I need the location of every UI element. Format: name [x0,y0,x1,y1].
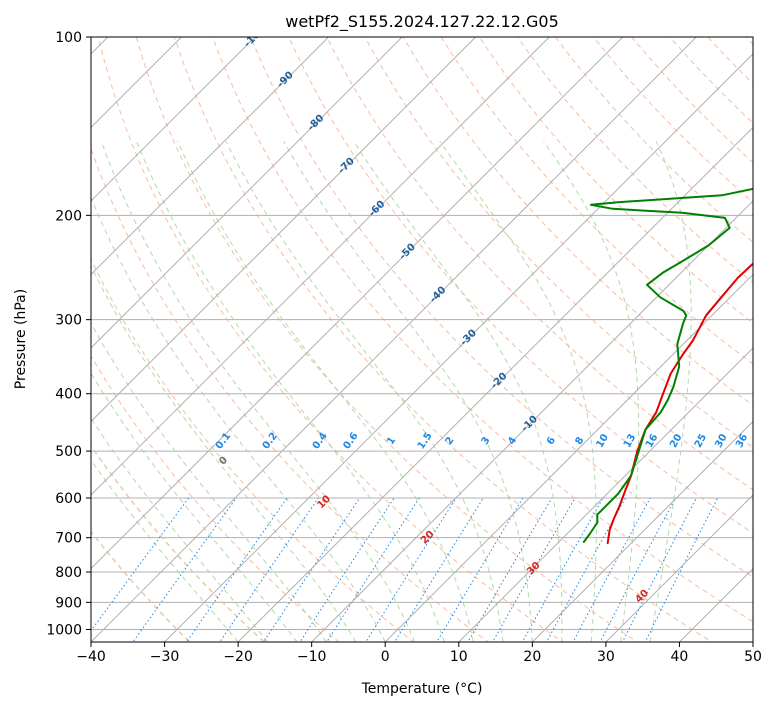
dry-adiabat [326,37,753,491]
mixing-ratio-label: 1 [385,435,398,447]
dry-adiabats [91,37,753,642]
mixing-ratio-line [365,497,457,642]
y-tick-label: 200 [55,208,82,224]
y-tick-label: 400 [55,387,82,403]
x-tick-label: 30 [597,649,615,665]
moist-adiabats [91,141,692,642]
mixing-ratio-line [326,497,420,642]
isotherm [91,37,256,202]
dry-adiabat [592,37,753,203]
mixing-ratio-line [219,497,319,642]
moist-adiabat [91,196,386,642]
y-tick-label: 500 [55,444,82,460]
dry-adiabat [554,37,753,243]
dry-adiabat [91,530,191,642]
moist-adiabat [225,141,504,642]
mixing-ratio-label: 4 [506,435,519,447]
mixing-ratio-line [599,497,676,642]
mixing-ratio-label: 3 [480,435,493,447]
isotherm [91,37,403,349]
plot-frame [90,36,754,643]
isotherm [91,37,550,496]
moist-adiabat [91,322,327,642]
mixing-ratio-label: 2 [444,435,457,447]
y-axis-ticks: 100 200 300 400 500 600 700 800 900 1000 [46,30,91,638]
dry-adiabat [212,37,753,623]
x-tick-label: 20 [523,649,541,665]
x-tick-label: −30 [150,649,180,665]
mixing-ratio-lines [91,497,719,642]
mixing-ratio-label: 8 [574,435,587,447]
moist-adiabat [353,141,563,642]
isotherm [91,37,183,129]
mixing-ratio-line [644,497,719,642]
y-tick-label: 800 [55,565,82,581]
y-tick-label: 600 [55,491,82,507]
isotherm [605,494,753,642]
x-tick-label: −10 [297,649,327,665]
plot-area: 0.1 0.2 0.4 0.6 1 1.5 2 3 4 6 8 10 13 16 20 25 30 36-100-… [91,37,753,642]
dry-adiabat [250,37,753,578]
y-tick-label: 900 [55,595,82,611]
moist-adiabat [439,141,597,642]
dry-adiabat [631,37,753,164]
mixing-ratio-line [299,497,395,642]
chart-title: wetPf2_S155.2024.127.22.12.G05 [285,12,559,32]
isotherm [384,273,753,642]
dry-adiabat [288,37,753,534]
isotherms [91,37,753,642]
y-axis-label: Pressure (hPa) [13,289,29,389]
x-tick-label: −20 [223,649,253,665]
isotherm [163,53,753,642]
data-series [582,187,753,545]
y-tick-label: 1000 [46,622,82,638]
isotherm [91,37,330,276]
dry-adiabat [91,147,489,642]
isotherm [91,37,477,423]
x-axis-label: Temperature (°C) [361,681,483,697]
mixing-ratio-line [572,497,651,642]
dewpoint-series-line [582,187,753,543]
x-tick-label: −40 [76,649,106,665]
mixing-ratio-line [394,497,484,642]
y-tick-label: 700 [55,531,82,547]
isotherm [310,200,753,642]
dry-adiabat [91,258,415,642]
isotherm [91,37,624,570]
isotherm [458,347,753,642]
mixing-ratio-line [521,497,604,642]
y-tick-label: 300 [55,313,82,329]
mixing-ratio-line [621,497,697,642]
x-axis-ticks: −40 −30 −20 −10 0 10 20 30 40 50 [76,642,762,665]
moist-adiabat [283,141,533,642]
x-tick-label: 50 [744,649,762,665]
mixing-ratio-line [91,497,190,632]
moist-adiabat [177,141,474,642]
moist-adiabat [136,141,445,642]
mixing-ratio-label: 6 [545,435,558,447]
background-line-labels: 0.1 0.2 0.4 0.6 1 1.5 2 3 4 6 8 10 13 16 20 25 30 36-100-… [214,37,750,605]
pressure-gridlines [91,37,753,630]
dry-adiabat [135,37,639,642]
moist-adiabat [649,141,692,642]
isotherm [91,37,698,642]
isotherm [531,420,753,642]
x-tick-label: 10 [450,649,468,665]
y-tick-label: 100 [55,30,82,46]
isotherm [237,126,753,642]
x-tick-label: 40 [671,649,689,665]
mixing-ratio-line [262,497,361,642]
dry-adiabat [173,37,713,642]
moist-adiabat [543,141,640,642]
x-tick-label: 0 [381,649,390,665]
